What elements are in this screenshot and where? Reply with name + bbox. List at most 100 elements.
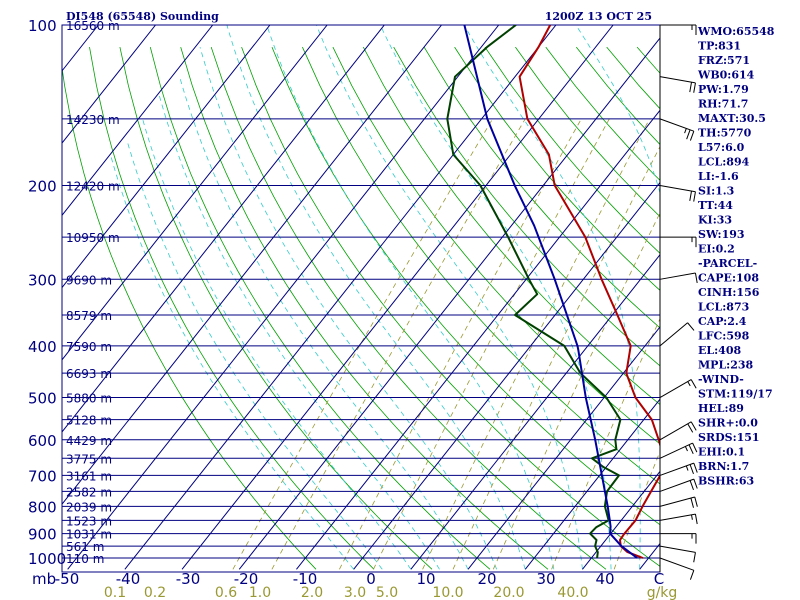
wind-barb-flag xyxy=(689,190,693,201)
wind-barb-flag xyxy=(690,497,694,508)
isotherm xyxy=(62,25,442,506)
isotherm xyxy=(524,398,660,570)
index-value: -WIND- xyxy=(698,373,744,386)
dry-adiabat xyxy=(149,46,491,570)
index-value: LFC:598 xyxy=(698,330,750,343)
title-station: DI548 (65548) Sounding xyxy=(66,10,219,23)
mixing-ratio-tick-label: 0.2 xyxy=(144,585,166,600)
isotherm xyxy=(238,37,660,570)
wind-barb-staff xyxy=(659,496,695,507)
wind-barb-staff xyxy=(659,513,696,521)
height-label: 10950 m xyxy=(66,231,120,245)
index-value: CAP:2.4 xyxy=(698,315,747,328)
dry-adiabat xyxy=(89,47,375,570)
title-time: 1200Z 13 OCT 25 xyxy=(545,10,652,23)
index-value: MAXT:30.5 xyxy=(698,112,766,125)
moist-adiabat xyxy=(179,76,469,570)
index-value: HEL:89 xyxy=(698,402,744,415)
height-label: 1031 m xyxy=(66,528,112,542)
wind-barb xyxy=(659,478,698,492)
index-value: LI:-1.6 xyxy=(698,170,739,183)
pressure-tick-label: 600 xyxy=(28,432,57,450)
temp-tick-label: 20 xyxy=(477,570,496,588)
isotherm xyxy=(353,181,660,570)
wind-barb-flag xyxy=(690,379,697,389)
wind-barb-flag xyxy=(693,82,696,93)
pressure-tick-label: 500 xyxy=(28,390,57,408)
mixing-ratio-tick-label: 20.0 xyxy=(493,585,524,600)
dewpoint-trace xyxy=(446,25,622,559)
temp-tick-label: -30 xyxy=(176,570,201,588)
wind-barb-flag xyxy=(687,322,695,331)
wind-barb xyxy=(659,379,697,398)
isotherm xyxy=(62,25,328,361)
temperature-trace xyxy=(518,25,660,559)
temp-tick-label: 0 xyxy=(366,570,376,588)
index-value: LCL:894 xyxy=(698,156,750,169)
mixing-ratio-tick-label: 0.6 xyxy=(215,585,237,600)
wind-barb xyxy=(660,24,697,35)
wind-barb-staff xyxy=(659,478,694,492)
height-label: 1523 m xyxy=(66,514,112,528)
index-value: BSHR:63 xyxy=(698,475,754,488)
dry-adiabat xyxy=(271,46,660,526)
mixing-ratio-tick-label: 5.0 xyxy=(376,585,398,600)
dry-adiabat xyxy=(332,46,660,445)
temp-tick-label: -40 xyxy=(116,570,141,588)
index-value: EHI:0.1 xyxy=(698,446,745,459)
wind-barb xyxy=(660,236,697,248)
wind-barb xyxy=(659,184,696,202)
moist-adiabat xyxy=(199,46,498,570)
pressure-tick-label: 1000 xyxy=(28,550,66,568)
wind-barb-flag xyxy=(689,82,693,93)
wind-barb-flag xyxy=(694,272,698,283)
moist-adiabat xyxy=(126,140,383,570)
height-label: 3161 m xyxy=(66,469,112,483)
temp-tick-label: -10 xyxy=(293,570,318,588)
index-value: CAPE:108 xyxy=(698,272,759,285)
isotherm xyxy=(181,25,614,570)
wind-barb-staff xyxy=(659,118,694,132)
wind-barb-flag xyxy=(689,570,695,580)
wind-barb-staff xyxy=(659,76,696,84)
wind-barb-half-flag xyxy=(684,446,688,452)
isotherm xyxy=(62,25,385,433)
index-value: EL:408 xyxy=(698,344,741,357)
wind-barb-staff xyxy=(659,184,696,193)
pressure-tick-label: 900 xyxy=(28,526,57,544)
index-value: SRDS:151 xyxy=(698,431,760,444)
temp-tick-label: 30 xyxy=(536,570,555,588)
pressure-unit-label: mb xyxy=(32,570,56,588)
index-value: KI:33 xyxy=(698,214,732,227)
wind-barb-staff xyxy=(659,462,694,476)
wind-barb-staff xyxy=(659,545,696,553)
wind-barb xyxy=(660,533,697,544)
pressure-tick-label: 400 xyxy=(28,338,57,356)
height-label: 6693 m xyxy=(66,367,112,381)
index-value: FRZ:571 xyxy=(698,54,750,67)
wind-barb-half-flag xyxy=(691,514,693,520)
wind-barb-flag xyxy=(686,129,691,140)
wind-barb-flag xyxy=(693,462,698,473)
index-value: -PARCEL- xyxy=(698,257,757,270)
mixing-ratio-tick-label: g/kg xyxy=(647,585,678,600)
moist-adiabat xyxy=(158,94,440,570)
height-label: 12420 m xyxy=(66,179,120,193)
wind-barb-staff xyxy=(659,272,696,280)
dry-adiabat xyxy=(180,46,549,570)
dry-adiabat xyxy=(302,46,660,485)
isotherm xyxy=(67,25,500,570)
isotherm xyxy=(582,470,660,570)
dry-adiabat xyxy=(241,46,660,567)
wind-barb-staff xyxy=(659,421,692,441)
mixing-ratio-tick-label: 3.0 xyxy=(344,585,366,600)
index-value: WB0:614 xyxy=(697,69,755,82)
wind-barb-staff xyxy=(659,557,694,571)
index-value: WMO:65548 xyxy=(697,25,775,38)
temp-tick-label: 40 xyxy=(595,570,614,588)
temp-tick-label: 10 xyxy=(416,570,435,588)
dry-adiabat xyxy=(484,46,660,254)
